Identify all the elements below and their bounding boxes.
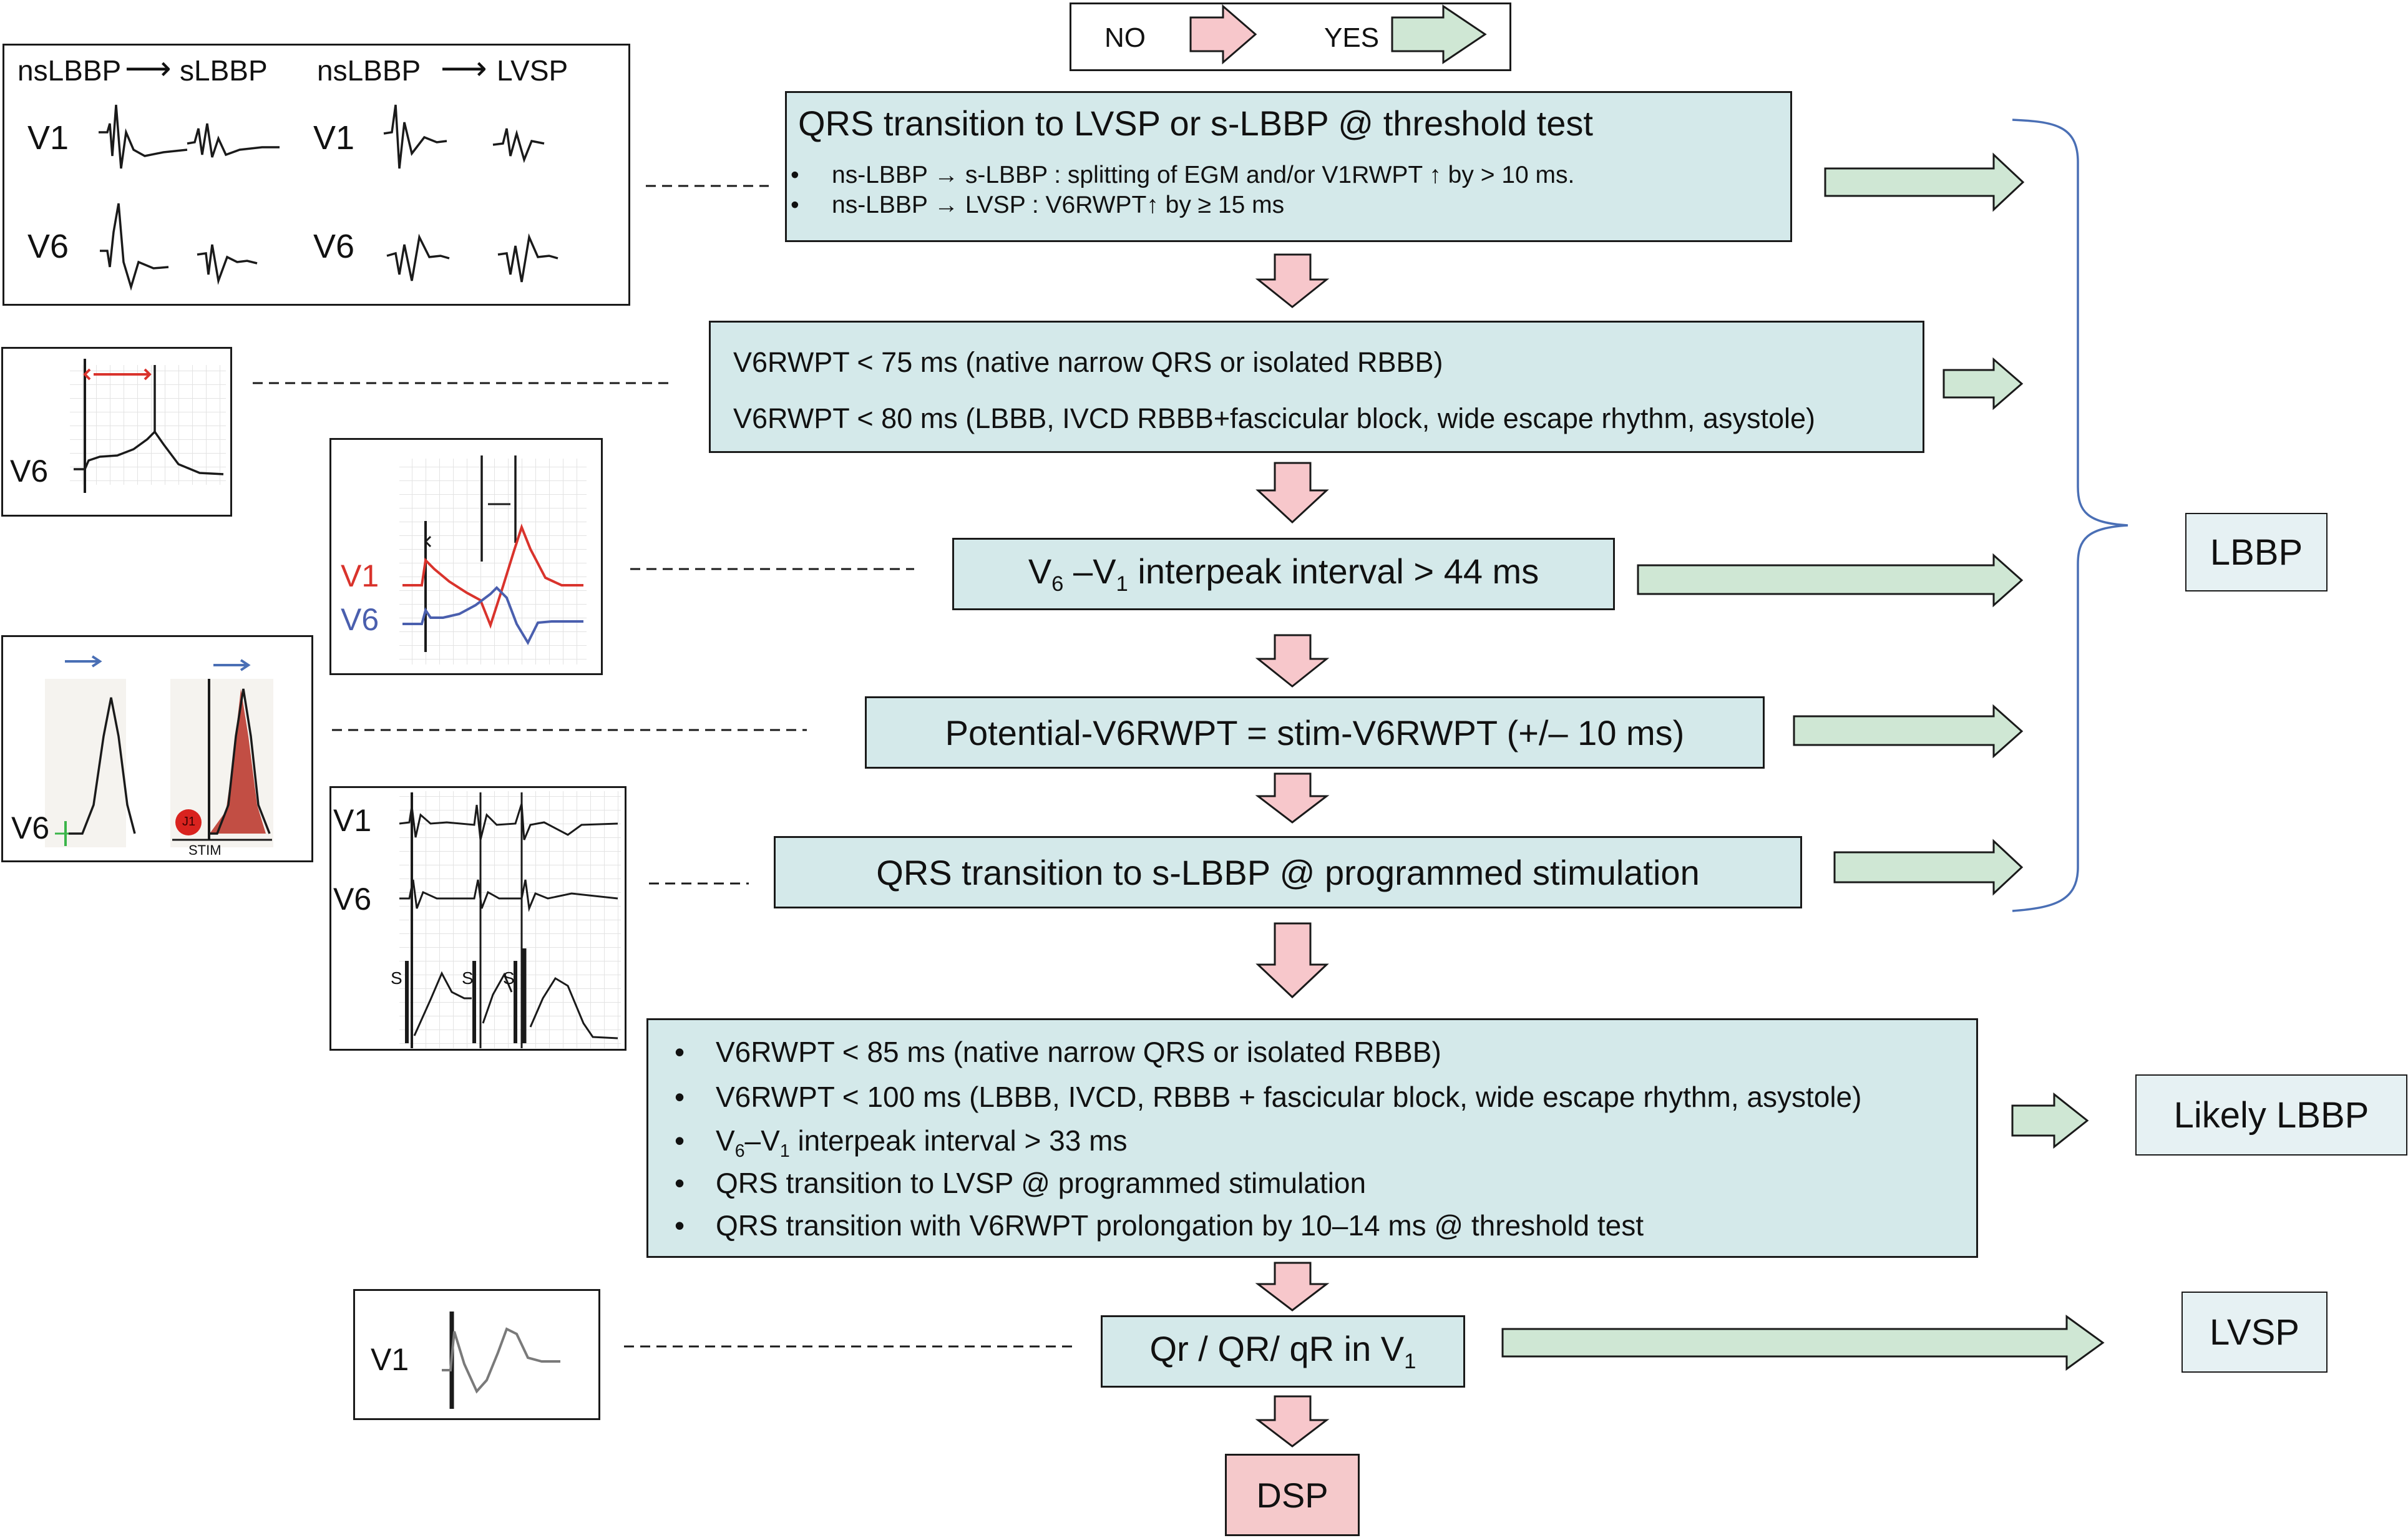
yes-arrow-1 [1824,152,2025,212]
ecg4-lead-v6: V6 [11,810,50,845]
ecg-panel-6 [353,1289,600,1420]
ecg5-traces [399,792,618,1048]
lbbp-label: LBBP [2210,532,2303,573]
legend-yes-label: YES [1324,22,1380,53]
ecg4-traces [55,655,272,846]
ecg1-header-nslbbp-b: nsLBBP [317,54,421,87]
likely-lbbp-label: Likely LBBP [2173,1094,2369,1136]
lbbp-outcome: LBBP [2185,513,2328,591]
dsp-box: DSP [1225,1454,1360,1536]
yes-arrow-7 [1501,1315,2105,1371]
yes-arrow-6 [2011,1092,2089,1149]
threshold-test-bullet-2: ns-LBBP → LVSP : V6RWPT↑ by ≥ 15 ms [791,192,1284,219]
down-arrow-1 [1255,253,1330,308]
ecg5-lead-v6: V6 [333,882,372,917]
threshold-test-bullet-1: ns-LBBP → s-LBBP : splitting of EGM and/… [791,162,1574,189]
lvsp-outcome: LVSP [2181,1292,2328,1373]
ecg2-traces [74,359,224,493]
qr-v1-box: Qr / QR/ qR in V1 [1101,1315,1465,1388]
ecg1-arrow-a: ⟶ [125,51,172,87]
ecg5-s1-label: S [391,968,402,988]
v6rwpt-box: V6RWPT < 75 ms (native narrow QRS or iso… [709,321,1924,453]
lbbp-bracket [2012,119,2128,912]
yes-arrow-2 [1942,357,2024,411]
ecg-panel-4 [1,635,313,862]
ecg1-header-nslbbp-a: nsLBBP [17,54,122,87]
potential-stim-text: Potential-V6RWPT = stim-V6RWPT (+/– 10 m… [945,713,1685,752]
programmed-stim-box: QRS transition to s-LBBP @ programmed st… [774,836,1802,908]
ecg1-traces [99,104,558,291]
likely-criterion-2: V6RWPT < 100 ms (LBBB, IVCD, RBBB + fasc… [675,1080,1861,1114]
ecg5-s2-label: S [462,968,474,988]
interpeak-44-box: V6 –V1 interpeak interval > 44 ms [952,538,1615,610]
legend-box [1070,2,1511,71]
ecg-panel-5 [329,786,626,1051]
ecg3-lead-v6: V6 [341,602,379,637]
ecg1-lead-v1-right: V1 [313,119,355,157]
ecg1-lead-v6-right: V6 [313,228,355,265]
likely-criterion-1: V6RWPT < 85 ms (native narrow QRS or iso… [675,1035,1441,1069]
ecg1-header-lvsp: LVSP [497,54,568,87]
down-arrow-7 [1255,1395,1330,1448]
likely-criterion-3: V6–V1 interpeak interval > 33 ms [675,1124,1127,1162]
ecg1-lead-v1-left: V1 [27,119,69,157]
likely-lbbp-outcome: Likely LBBP [2135,1074,2407,1156]
dsp-label: DSP [1256,1475,1328,1515]
down-arrow-3 [1255,634,1330,688]
ecg5-lead-v1: V1 [333,803,372,838]
ecg3-traces [402,455,583,652]
legend-no-label: NO [1104,22,1146,53]
ecg5-s3-label: S [503,968,515,988]
ecg-panel-2 [1,347,232,517]
ecg-panel-1 [2,44,630,306]
programmed-stim-text: QRS transition to s-LBBP @ programmed st… [876,852,1700,892]
threshold-test-box: QRS transition to LVSP or s-LBBP @ thres… [785,91,1792,242]
potential-stim-box: Potential-V6RWPT = stim-V6RWPT (+/– 10 m… [865,696,1765,769]
down-arrow-6 [1255,1262,1330,1312]
down-arrow-4 [1255,772,1330,824]
ecg1-arrow-b: ⟶ [441,51,487,87]
legend-no-arrow [1189,4,1257,65]
likely-criteria-box: V6RWPT < 85 ms (native narrow QRS or iso… [646,1018,1978,1258]
legend-yes-arrow [1391,4,1487,64]
interpeak-44-text: V6 –V1 interpeak interval > 44 ms [1028,552,1539,596]
down-arrow-2 [1255,462,1329,524]
ecg1-lead-v6-left: V6 [27,228,69,265]
ecg4-stim-label: STIM [188,842,222,858]
likely-criterion-5: QRS transition with V6RWPT prolongation … [675,1209,1644,1242]
lvsp-label: LVSP [2209,1312,2299,1353]
ecg6-lead-v1: V1 [371,1342,409,1377]
ecg3-lead-v1: V1 [341,558,379,593]
yes-arrow-5 [1833,839,2024,896]
likely-criterion-4: QRS transition to LVSP @ programmed stim… [675,1166,1366,1200]
v6rwpt-line-2: V6RWPT < 80 ms (LBBB, IVCD RBBB+fascicul… [733,402,1815,434]
ecg6-traces [442,1312,560,1409]
down-arrow-5 [1255,922,1329,999]
yes-arrow-4 [1793,704,2024,759]
ecg4-marker: J1 [182,815,196,829]
qr-v1-text: Qr / QR/ qR in V1 [1149,1329,1416,1374]
yes-arrow-3 [1637,553,2024,608]
threshold-test-title: QRS transition to LVSP or s-LBBP @ thres… [798,104,1593,143]
ecg1-header-slbbp: sLBBP [180,54,268,87]
v6rwpt-line-1: V6RWPT < 75 ms (native narrow QRS or iso… [733,346,1443,378]
ecg-panel-3 [329,438,603,675]
ecg2-lead-v6: V6 [10,454,49,489]
